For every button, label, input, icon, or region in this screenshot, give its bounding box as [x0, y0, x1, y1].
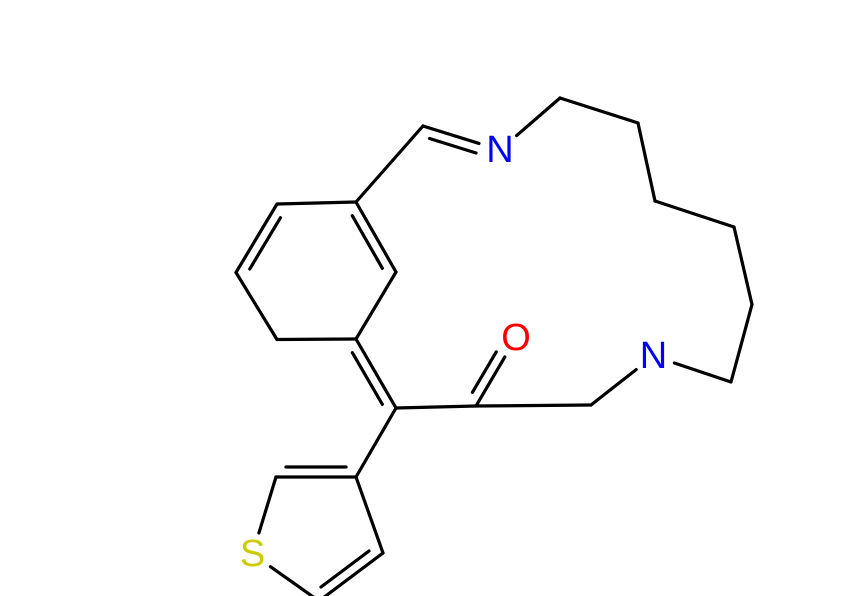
bond: [356, 126, 423, 202]
bond: [396, 406, 476, 408]
bond: [236, 204, 277, 273]
atom-label-n: N: [486, 129, 513, 171]
bond: [356, 477, 383, 553]
bond: [472, 352, 496, 392]
bond: [734, 227, 752, 305]
bond: [517, 98, 560, 136]
bond: [591, 370, 636, 405]
bond: [356, 408, 396, 477]
labels-layer: O S N N: [240, 129, 667, 575]
atom-label-o: O: [501, 317, 531, 359]
bond: [277, 202, 356, 204]
bond: [674, 363, 731, 382]
bond: [356, 272, 396, 339]
bond: [236, 273, 277, 340]
molecule-diagram: O S N N: [0, 0, 858, 596]
bond: [356, 202, 396, 272]
bond: [319, 553, 383, 596]
atom-label-s: S: [240, 533, 265, 575]
bond: [270, 567, 319, 596]
bonds-layer: [236, 98, 752, 596]
bond: [560, 98, 638, 123]
bond: [356, 339, 396, 408]
bond: [476, 405, 591, 406]
bond: [423, 126, 479, 143]
bond: [731, 305, 752, 383]
bond: [638, 123, 655, 201]
bond: [655, 201, 734, 227]
bond: [259, 477, 276, 533]
bond: [277, 339, 356, 340]
atom-label-n: N: [640, 335, 667, 377]
